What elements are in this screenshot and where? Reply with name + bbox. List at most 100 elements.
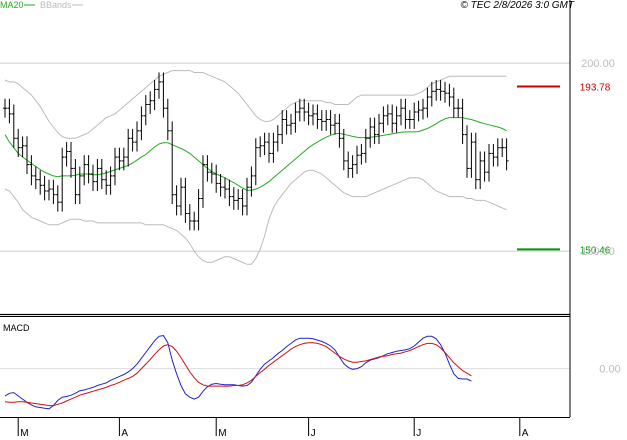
price-bar [130, 128, 135, 152]
price-bar [311, 104, 315, 126]
price-bar [214, 164, 219, 193]
x-month-label: A [121, 428, 128, 439]
price-bar [337, 113, 342, 148]
price-bar [381, 106, 386, 133]
price-bar [165, 98, 170, 141]
price-bar [333, 113, 337, 135]
price-bar [495, 138, 500, 167]
bollinger-bands [4, 70, 507, 265]
y-tick-label-150: 150.00 [581, 246, 615, 258]
price-bar [42, 175, 47, 201]
price-bar [421, 98, 425, 120]
price-bar [284, 110, 289, 135]
price-bar [143, 95, 148, 126]
price-bar [359, 144, 364, 165]
price-bar [236, 189, 241, 210]
price-bar [368, 117, 373, 148]
x-month-label: A [522, 428, 529, 439]
price-bar [170, 121, 175, 205]
price-bar [267, 132, 271, 163]
price-bar [73, 159, 78, 205]
macd-signal-line [4, 342, 472, 407]
price-bar [465, 125, 469, 178]
price-bar [25, 136, 29, 174]
price-bar [29, 155, 34, 186]
price-bar [99, 159, 104, 190]
price-bar [104, 170, 109, 195]
price-bar [218, 174, 223, 197]
price-bar [456, 98, 461, 118]
price-bar [297, 98, 302, 122]
legend-bbands-label: BBands [40, 0, 72, 10]
price-bar [11, 104, 16, 148]
price-bar [460, 98, 465, 144]
price-bar [451, 87, 456, 118]
price-bar [192, 211, 197, 231]
price-bar [487, 144, 491, 182]
price-bar [390, 104, 395, 133]
support-level-label: 150.46 [580, 245, 611, 256]
price-bar [319, 110, 324, 131]
price-bar [425, 87, 430, 118]
legend-ma20-label: MA20 [0, 0, 24, 10]
macd-lines [4, 335, 472, 410]
price-bar [139, 106, 144, 141]
price-bar [223, 177, 227, 199]
levels: 193.78 150.46 [517, 83, 611, 256]
price-bar [55, 185, 60, 212]
price-bar [205, 155, 210, 182]
macd-title: MACD [3, 323, 30, 333]
price-bar [196, 189, 201, 231]
price-bar [148, 91, 153, 114]
price-bars [3, 72, 509, 231]
macd-y-tick-label: 0.00 [599, 364, 620, 376]
price-bar [179, 177, 183, 216]
price-bar [429, 81, 434, 107]
price-bar [245, 177, 249, 216]
price-bar [473, 132, 478, 190]
price-bar [394, 106, 399, 133]
price-bar [438, 80, 443, 101]
price-bar [38, 170, 43, 195]
price-bar [469, 132, 474, 178]
price-bar [355, 145, 359, 174]
price-bar [60, 147, 65, 212]
y-tick-label-200: 200.00 [581, 58, 615, 70]
price-bar [201, 155, 205, 208]
price-bar [240, 189, 245, 216]
price-bar [407, 110, 412, 129]
price-bar [293, 102, 298, 133]
price-bar [249, 166, 254, 197]
legend: MA20 BBands [0, 0, 83, 10]
price-bar [302, 98, 307, 122]
price-bar [275, 125, 280, 152]
price-bar [262, 132, 267, 156]
x-month-label: J [311, 428, 316, 439]
price-bar [187, 204, 192, 231]
price-bar [478, 151, 483, 190]
price-bar [271, 132, 276, 163]
price-bar [77, 166, 82, 205]
price-bar [174, 185, 179, 216]
price-bar [504, 138, 509, 171]
price-bar [47, 179, 51, 201]
price-bar [350, 155, 355, 178]
price-bar [7, 98, 12, 124]
price-bar [253, 138, 258, 186]
price-bar [209, 162, 214, 184]
bband-upper-line [4, 70, 507, 139]
price-bar [3, 98, 7, 118]
price-bar [51, 179, 56, 205]
price-bar [385, 104, 390, 126]
price-bar [113, 147, 117, 186]
price-bar [91, 164, 95, 191]
price-bar [183, 177, 188, 223]
price-bar [82, 155, 87, 186]
price-bar [117, 147, 122, 171]
price-bar [324, 110, 329, 131]
price-bar [434, 80, 439, 101]
price-bar [157, 72, 161, 99]
price-bar [69, 142, 73, 178]
